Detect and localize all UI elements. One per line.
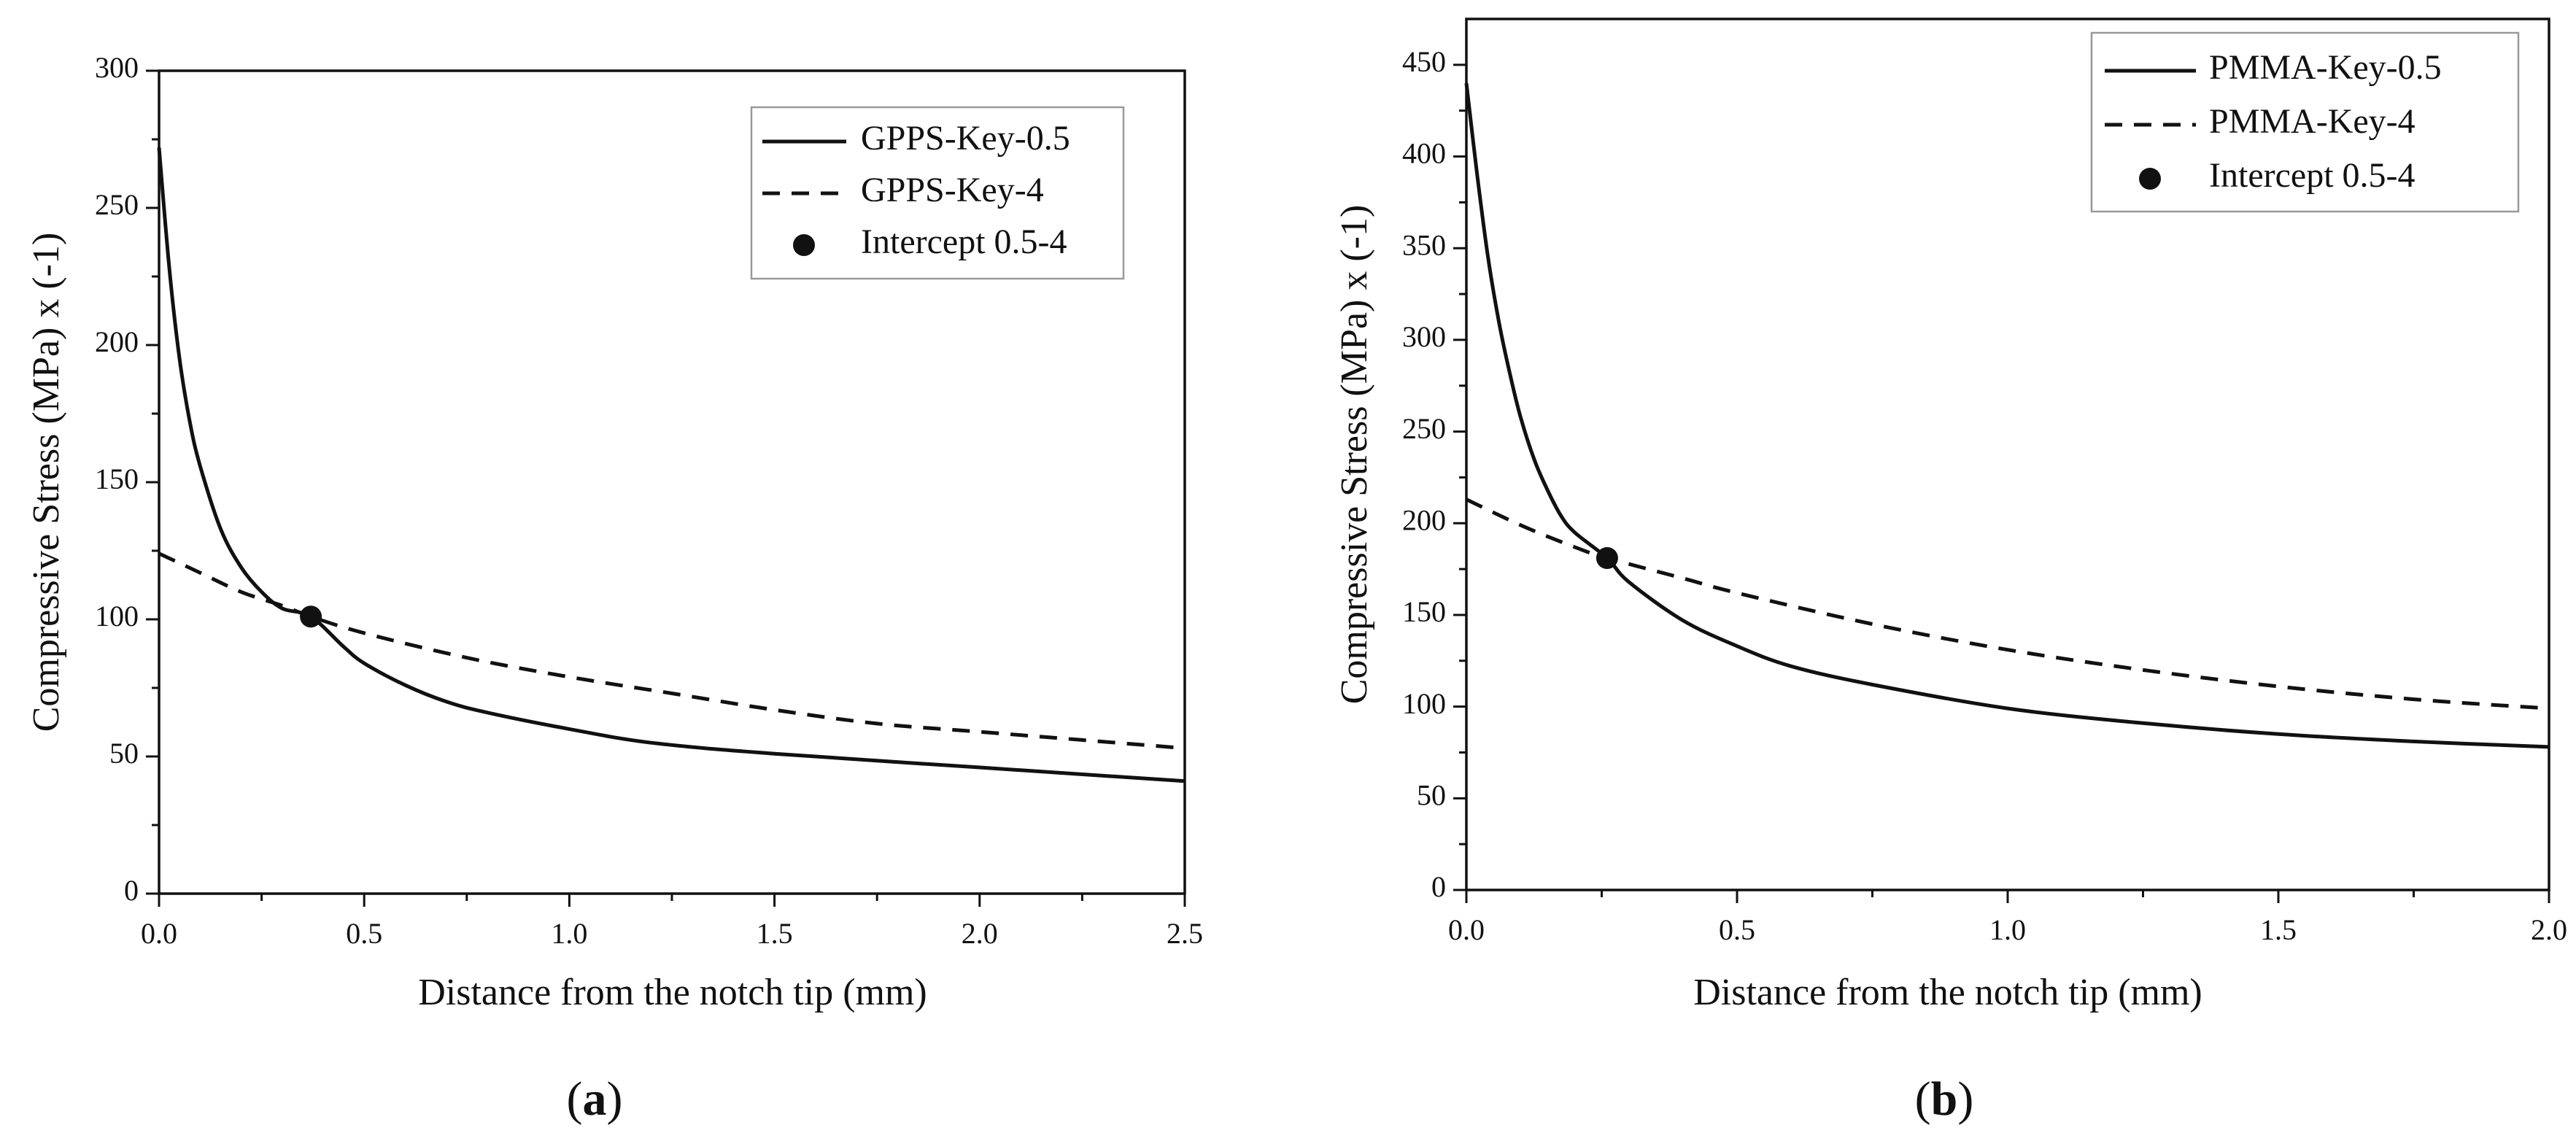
legend-box-b <box>2090 31 2520 213</box>
legend-b: PMMA-Key-0.5 PMMA-Key-4 Intercept 0.5-4 <box>2090 31 2520 213</box>
panel-label-a: (a) <box>567 1072 623 1126</box>
y-tick-label-a: 250 <box>95 188 139 221</box>
y-tick-label-a: 50 <box>109 737 139 770</box>
y-tick-label-b: 150 <box>1402 595 1446 628</box>
y-tick-label-b: 450 <box>1402 45 1446 78</box>
x-tick-label-b: 1.0 <box>1989 913 2026 946</box>
y-tick-label-b: 300 <box>1402 320 1446 353</box>
y-tick-label-a: 0 <box>124 874 139 907</box>
chart-panel-b: 0.0 0.5 1.0 1.5 2.0 0 50 100 150 200 250 300 350 400 4… <box>1334 18 2567 1126</box>
x-tick-label-b: 2.0 <box>2531 913 2567 946</box>
panel-label-b: (b) <box>1915 1072 1974 1126</box>
series-line-gpps-key-4 <box>158 551 1185 751</box>
y-tick-label-a: 300 <box>95 51 139 84</box>
series-line-pmma-key-4 <box>1465 498 2550 711</box>
y-tick-label-b: 200 <box>1402 503 1446 536</box>
x-tick-label-a: 0.5 <box>346 917 382 950</box>
y-tick-label-a: 100 <box>95 600 139 632</box>
y-tick-label-b: 350 <box>1402 228 1446 261</box>
legend-a: GPPS-Key-0.5 GPPS-Key-4 Intercept 0.5-4 <box>750 106 1125 280</box>
series-line-pmma-key-0-5 <box>1464 82 2550 749</box>
panel-label-a-letter: a <box>583 1072 607 1126</box>
y-tick-label-a: 200 <box>95 325 139 358</box>
x-tick-label-a: 1.5 <box>757 917 793 950</box>
series-layer-b: 0.0 0.5 1.0 1.5 2.0 0 50 100 150 200 250 300 350 400 4… <box>1402 45 2567 946</box>
y-tick-label-b: 400 <box>1402 137 1446 170</box>
legend-label-intercept-b: Intercept 0.5-4 <box>2209 156 2416 195</box>
legend-label-intercept-a: Intercept 0.5-4 <box>861 222 1067 261</box>
legend-label-pmma-key-4: PMMA-Key-4 <box>2209 102 2416 141</box>
x-tick-label-b: 0.5 <box>1719 913 1755 946</box>
legend-label-pmma-key-0-5: PMMA-Key-0.5 <box>2209 48 2442 87</box>
y-tick-label-b: 250 <box>1402 412 1446 445</box>
y-axis-title-a: Compressive Stress (MPa) x (-1) <box>26 233 67 732</box>
series-layer-a: 0.0 0.5 1.0 1.5 2.0 2.5 0 50 100 150 200 250 300 <box>95 51 1203 950</box>
intercept-point-b <box>1596 547 1618 570</box>
series-line-gpps-key-0-5 <box>157 147 1185 783</box>
y-axis-title-b: Compressive Stress (MPa) x (-1) <box>1334 205 1375 705</box>
x-tick-label-a: 2.5 <box>1167 917 1203 950</box>
x-tick-label-b: 0.0 <box>1448 913 1485 946</box>
panel-label-b-letter: b <box>1931 1072 1958 1126</box>
x-tick-label-a: 2.0 <box>962 917 998 950</box>
y-tick-label-b: 100 <box>1402 687 1446 720</box>
x-axis-title-b: Distance from the notch tip (mm) <box>1693 972 2202 1013</box>
legend-label-gpps-key-0-5: GPPS-Key-0.5 <box>861 119 1070 158</box>
chart-panel-a: 0.0 0.5 1.0 1.5 2.0 2.5 0 50 100 150 200 250 300 GPP… <box>26 51 1203 1126</box>
x-axis-title-a: Distance from the notch tip (mm) <box>418 972 927 1013</box>
x-tick-label-a: 0.0 <box>141 917 177 950</box>
x-tick-label-a: 1.0 <box>551 917 587 950</box>
legend-marker-intercept-a <box>793 234 815 256</box>
legend-label-gpps-key-4: GPPS-Key-4 <box>861 171 1044 209</box>
y-tick-label-b: 0 <box>1431 870 1446 903</box>
intercept-point-a <box>300 605 322 628</box>
x-tick-label-b: 1.5 <box>2260 913 2297 946</box>
y-tick-label-a: 150 <box>95 462 139 495</box>
y-tick-label-b: 50 <box>1417 778 1446 811</box>
legend-marker-intercept-b <box>2139 168 2161 190</box>
